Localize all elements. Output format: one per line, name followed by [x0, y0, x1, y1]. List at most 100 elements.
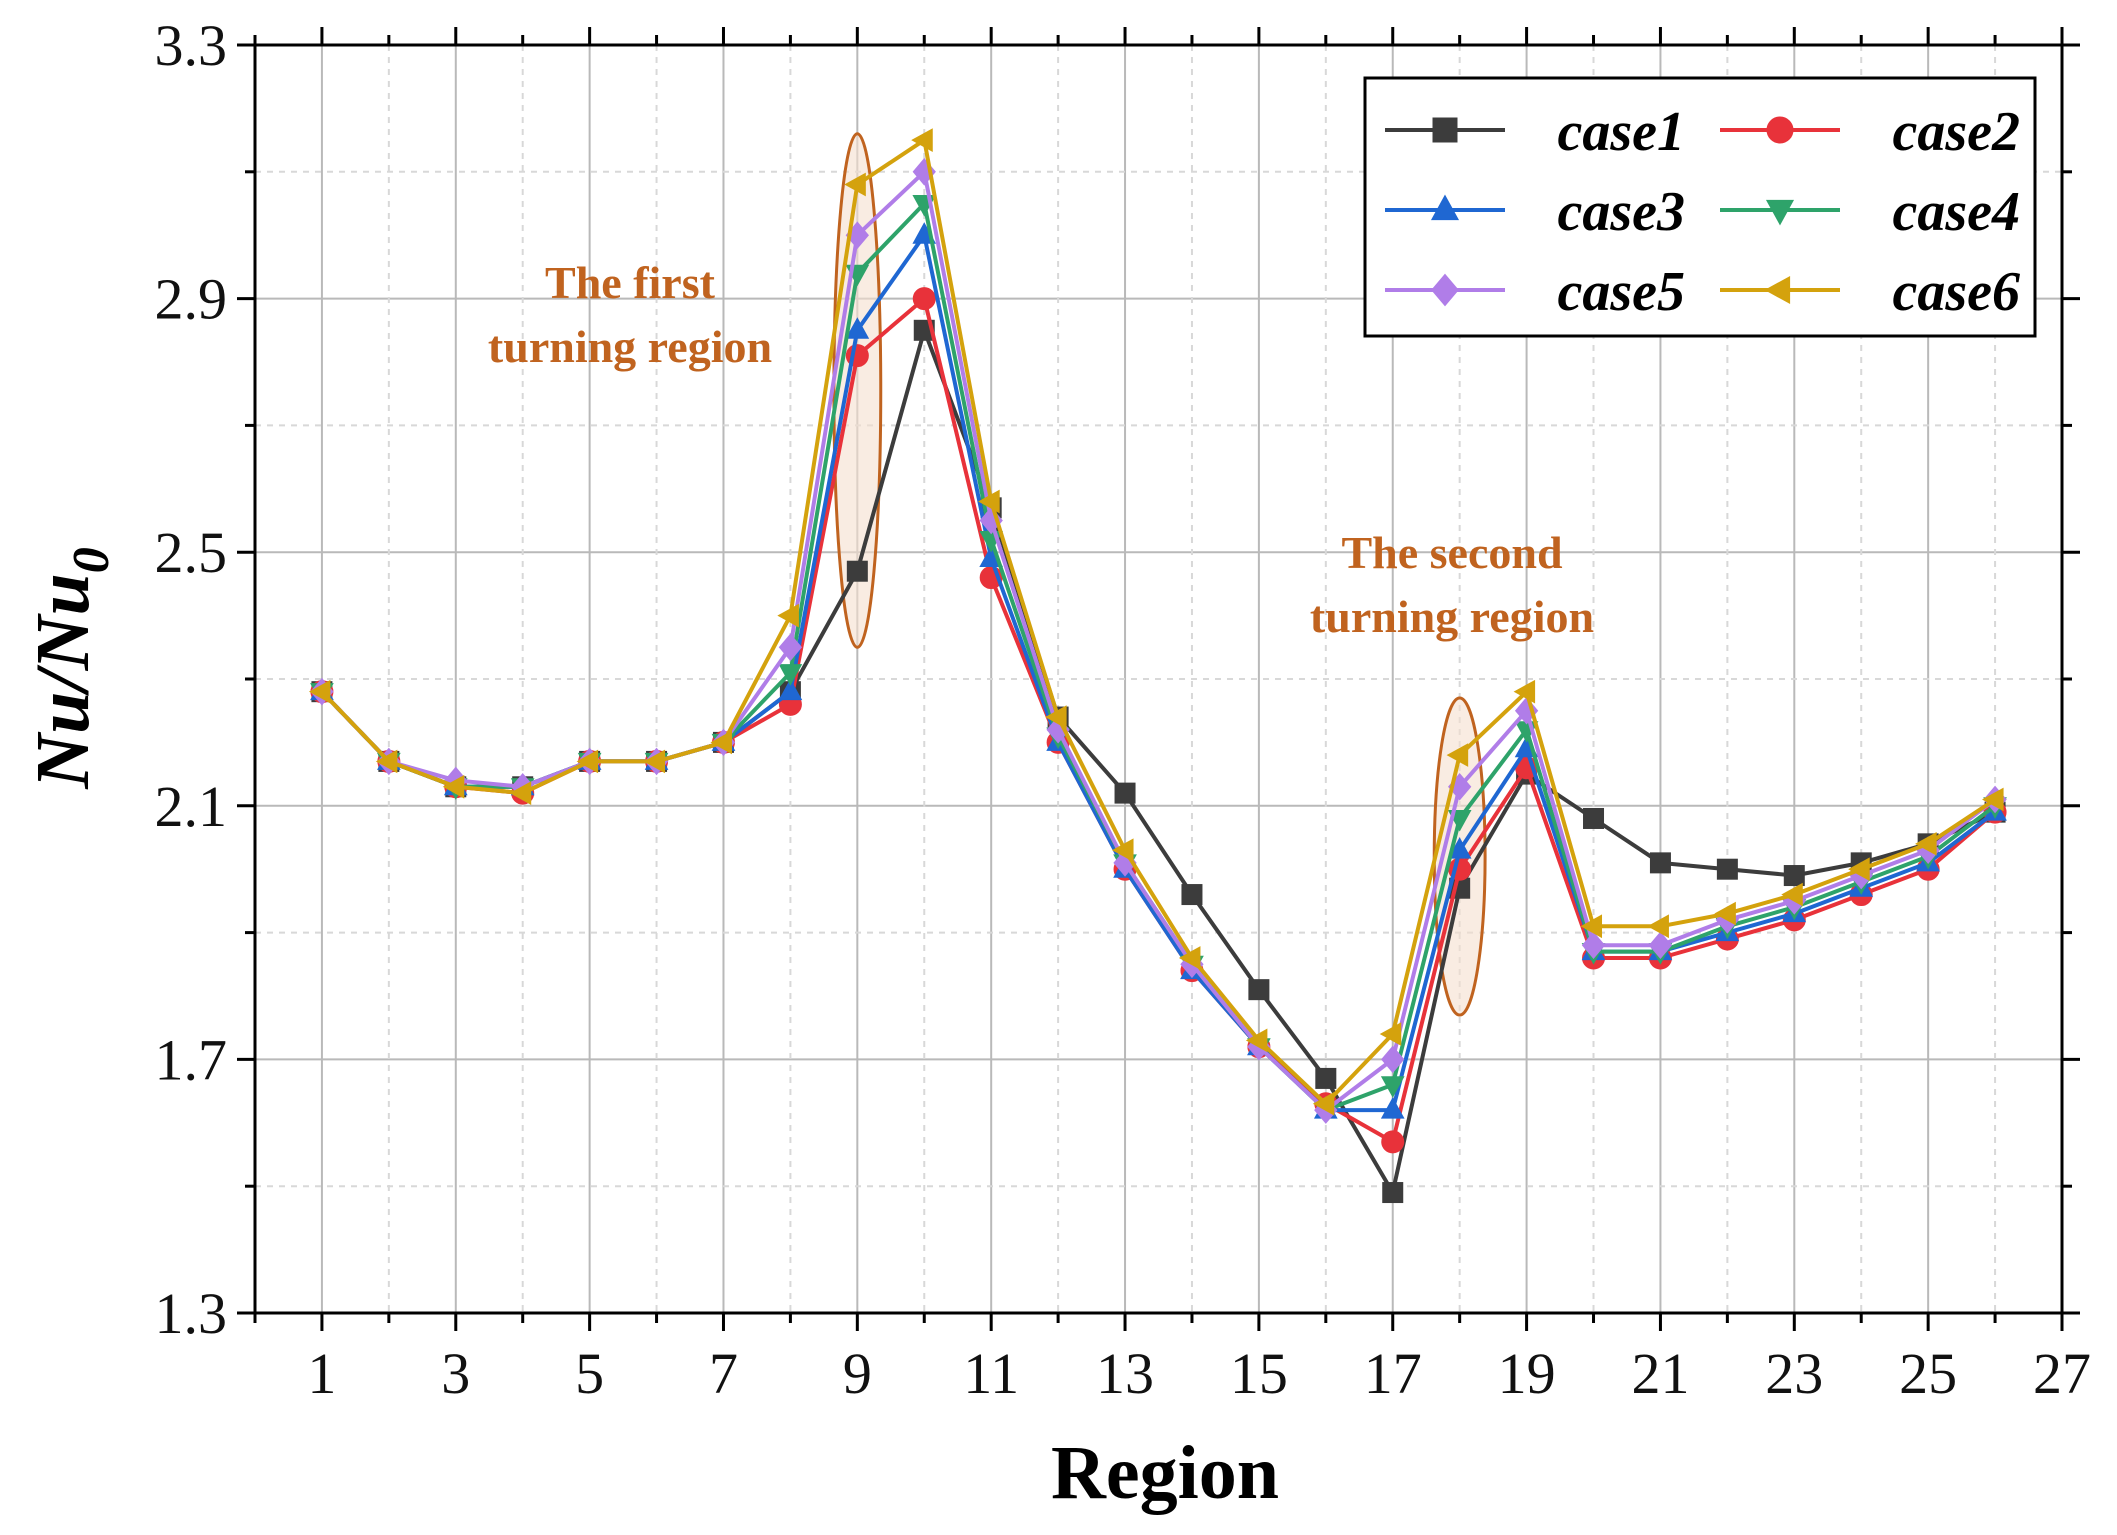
- data-point-case2: [912, 287, 936, 311]
- data-point-case6: [1245, 1028, 1268, 1053]
- data-point-case6: [308, 679, 331, 704]
- y-tick-label: 3.3: [155, 13, 228, 78]
- annotation-second-line1: The second: [1341, 527, 1563, 578]
- data-point-case6: [509, 781, 532, 805]
- data-point-case6: [844, 172, 866, 197]
- legend-label-case5: case5: [1557, 261, 1685, 323]
- data-point-case6: [1647, 914, 1669, 939]
- x-tick-label: 23: [1765, 1341, 1823, 1406]
- data-point-case6: [1781, 882, 1803, 907]
- series-case6: [308, 128, 2004, 1116]
- data-point-case6: [1379, 1022, 1402, 1046]
- annotation-second-line2: turning region: [1310, 591, 1594, 642]
- data-point-case6: [1312, 1091, 1335, 1116]
- y-tick-label: 2.5: [155, 520, 228, 585]
- x-tick-label: 11: [963, 1341, 1019, 1406]
- data-point-case6: [777, 603, 799, 628]
- data-point-case6: [1982, 787, 2004, 812]
- x-tick-label: 21: [1631, 1341, 1689, 1406]
- y-tick-label: 1.7: [155, 1027, 228, 1092]
- annotation-first-line2: turning region: [488, 321, 772, 372]
- x-tick-label: 17: [1364, 1341, 1422, 1406]
- series-line-case6: [320, 138, 1997, 1106]
- data-point-case1: [1248, 979, 1270, 1001]
- x-tick-label: 1: [307, 1341, 336, 1406]
- series-case1: [311, 319, 2006, 1204]
- data-point-case6: [978, 489, 1000, 514]
- legend-marker-case6: [1764, 275, 1791, 305]
- x-tick-label: 5: [575, 1341, 604, 1406]
- legend-label-case3: case3: [1557, 181, 1685, 243]
- data-point-case6: [1446, 743, 1469, 767]
- svg-text:Nu/Nu0: Nu/Nu0: [21, 547, 120, 789]
- data-point-case6: [442, 774, 465, 799]
- data-point-case6: [710, 730, 732, 755]
- x-tick-label: 13: [1096, 1341, 1154, 1406]
- data-point-case6: [1580, 914, 1603, 939]
- y-axis-title: Nu/Nu0: [21, 547, 120, 789]
- x-tick-label: 3: [441, 1341, 470, 1406]
- data-point-case1: [846, 560, 868, 582]
- data-point-case1: [1181, 884, 1203, 906]
- data-point-case6: [643, 749, 666, 774]
- data-point-case6: [1915, 831, 1937, 856]
- data-point-case6: [1848, 857, 1870, 882]
- data-point-case3: [845, 317, 870, 339]
- data-point-case5: [1648, 931, 1673, 960]
- data-point-case1: [1716, 858, 1738, 880]
- y-axis-title-main: Nu/Nu: [21, 573, 105, 789]
- data-point-case1: [1583, 807, 1605, 829]
- data-point-case2: [1381, 1130, 1405, 1154]
- data-point-case1: [1649, 852, 1671, 874]
- x-tick-label: 9: [843, 1341, 872, 1406]
- y-axis-title-subscript: 0: [63, 547, 120, 573]
- data-point-case3: [778, 678, 803, 701]
- data-point-case6: [1045, 705, 1067, 729]
- axis-ticks: 1 3 5 7 9 11 13 15 17 19 21 23 25 271.31.72.12.52.93.…: [155, 13, 2092, 1406]
- legend: case1 case2 case3 case4 case5 case6: [1363, 76, 2037, 338]
- y-tick-label: 1.3: [155, 1281, 228, 1346]
- data-point-case5: [1581, 931, 1606, 960]
- legend-label-case6: case6: [1892, 261, 2020, 323]
- legend-marker-case5: [1431, 273, 1459, 307]
- data-point-case1: [1382, 1182, 1404, 1204]
- y-tick-label: 2.9: [155, 267, 228, 332]
- data-point-case6: [911, 128, 933, 152]
- annotation-first-line1: The first: [545, 257, 716, 308]
- data-point-case3: [1380, 1097, 1405, 1119]
- legend-label-case4: case4: [1892, 181, 2020, 243]
- legend-label-case1: case1: [1557, 101, 1685, 163]
- y-tick-label: 2.1: [155, 774, 228, 839]
- data-point-case1: [1783, 865, 1805, 887]
- legend-label-case2: case2: [1892, 101, 2020, 163]
- data-point-case6: [576, 749, 599, 774]
- data-point-case1: [1114, 782, 1136, 804]
- data-point-case6: [1178, 946, 1201, 970]
- x-tick-label: 27: [2033, 1341, 2091, 1406]
- legend-box: [1363, 76, 2037, 338]
- legend-marker-case2: [1766, 116, 1794, 144]
- legend-marker-case1: [1432, 117, 1458, 143]
- data-point-case4: [778, 664, 803, 686]
- annotation-second-turning-region: The second turning region: [1310, 527, 1594, 642]
- x-tick-label: 25: [1899, 1341, 1957, 1406]
- data-point-case4: [1380, 1076, 1405, 1098]
- data-point-case5: [778, 633, 803, 662]
- annotation-first-turning-region: The first turning region: [488, 257, 772, 372]
- legend-marker-case3: [1430, 194, 1460, 221]
- x-tick-label: 7: [709, 1341, 738, 1406]
- data-point-case6: [1714, 901, 1736, 926]
- series-line-case1: [320, 328, 1996, 1195]
- legend-marker-case4: [1765, 199, 1795, 226]
- series-layer: [308, 128, 2007, 1204]
- data-point-case5: [1381, 1045, 1405, 1074]
- data-point-case6: [1513, 679, 1536, 704]
- data-point-case1: [1315, 1067, 1337, 1089]
- x-tick-label: 15: [1230, 1341, 1288, 1406]
- data-point-case6: [1111, 838, 1134, 863]
- series-case2: [310, 287, 2007, 1154]
- x-axis-title: Region: [1051, 1431, 1279, 1515]
- data-point-case6: [375, 749, 398, 774]
- x-tick-label: 19: [1498, 1341, 1556, 1406]
